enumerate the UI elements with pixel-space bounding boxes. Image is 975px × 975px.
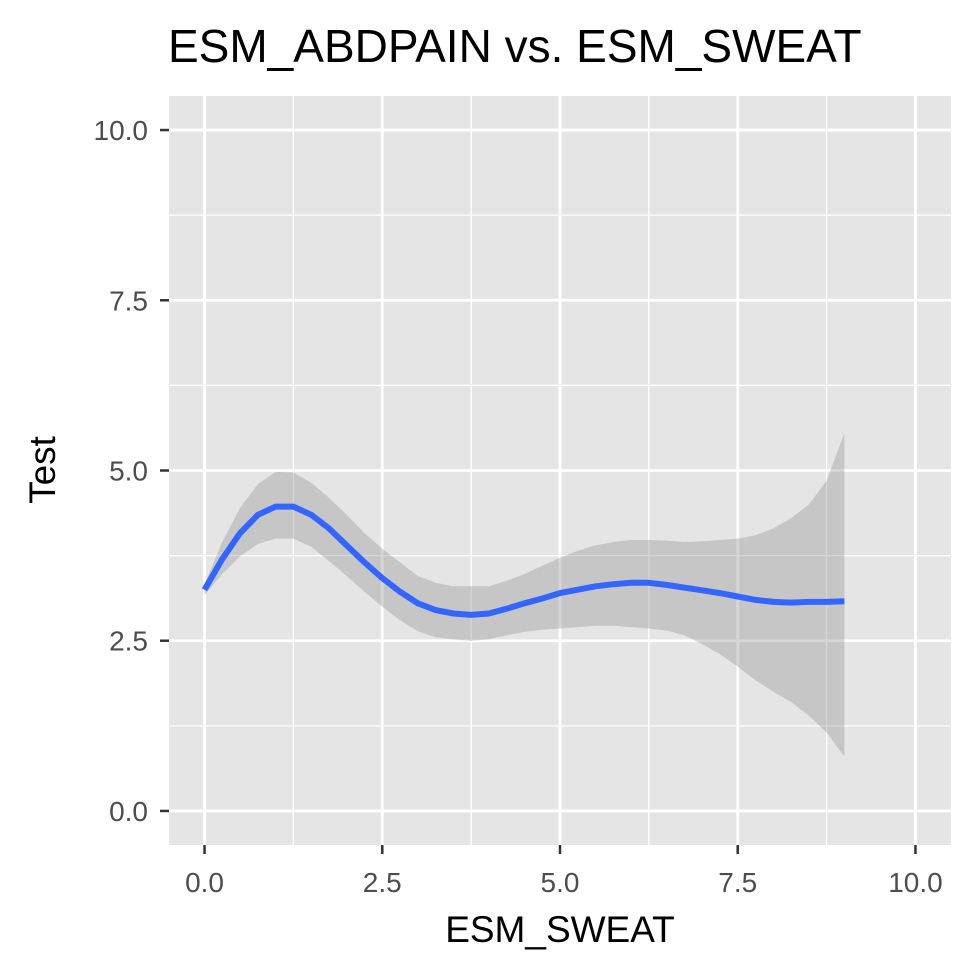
y-tick-label: 0.0 (109, 796, 148, 827)
smooth-line (201, 503, 845, 618)
y-tick-label: 7.5 (109, 285, 148, 316)
x-tick-label: 10.0 (888, 867, 943, 898)
y-tick-label: 2.5 (109, 626, 148, 657)
chart-title: ESM_ABDPAIN vs. ESM_SWEAT (168, 20, 862, 72)
x-tick-label: 2.5 (363, 867, 402, 898)
x-tick-label: 5.0 (541, 867, 580, 898)
y-axis-title: Test (22, 435, 63, 504)
y-tick-label: 5.0 (109, 456, 148, 487)
x-tick-label: 0.0 (185, 867, 224, 898)
y-tick-label: 10.0 (94, 115, 149, 146)
confidence-ribbon (204, 433, 845, 757)
x-tick-label: 7.5 (718, 867, 757, 898)
x-axis-title: ESM_SWEAT (445, 909, 675, 950)
